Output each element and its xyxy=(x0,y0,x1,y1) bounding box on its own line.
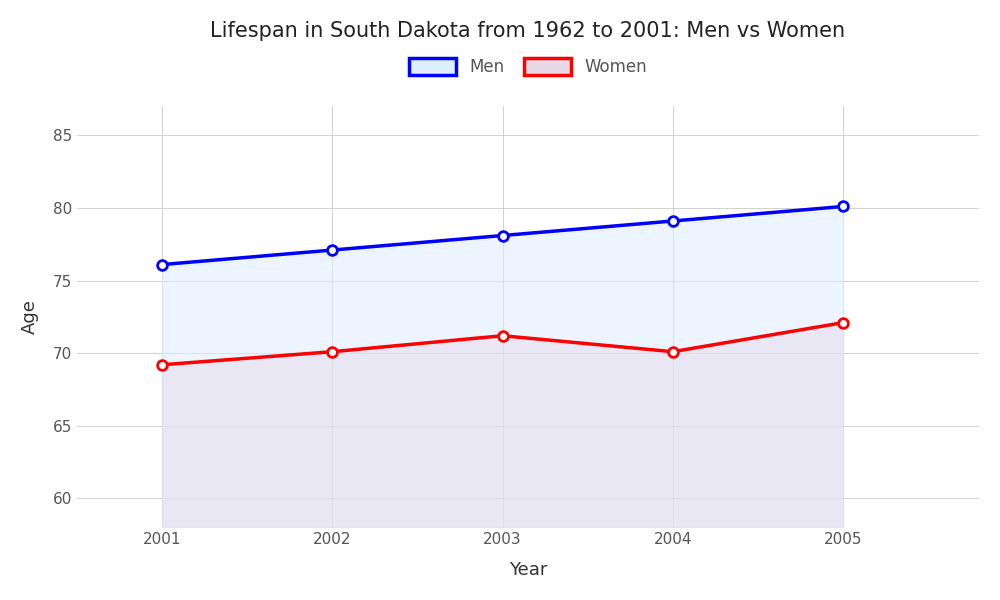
X-axis label: Year: Year xyxy=(509,561,547,579)
Y-axis label: Age: Age xyxy=(21,299,39,334)
Legend: Men, Women: Men, Women xyxy=(403,52,654,83)
Title: Lifespan in South Dakota from 1962 to 2001: Men vs Women: Lifespan in South Dakota from 1962 to 20… xyxy=(210,21,846,41)
